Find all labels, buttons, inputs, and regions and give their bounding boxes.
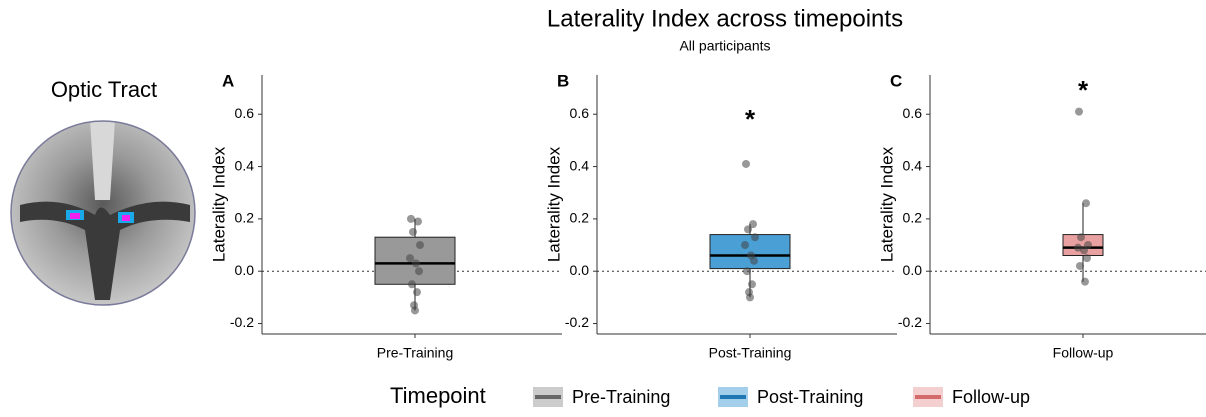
y-tick-label: 0.6 <box>903 105 923 121</box>
y-tick-label: 0.0 <box>903 262 923 278</box>
y-tick-label: -0.2 <box>230 314 254 330</box>
y-tick-label: 0.4 <box>235 157 255 173</box>
data-point <box>414 217 422 226</box>
data-point <box>750 256 758 265</box>
data-point <box>1077 233 1085 242</box>
figure-subtitle: All participants <box>679 38 770 54</box>
image-label: Optic Tract <box>51 77 157 102</box>
data-point <box>1080 246 1088 255</box>
x-tick-label: Post-Training <box>709 345 792 361</box>
y-tick-label: 0.6 <box>235 105 255 121</box>
y-tick-label: -0.2 <box>898 314 922 330</box>
significance-marker: * <box>745 104 756 134</box>
x-tick-label: Pre-Training <box>377 345 454 361</box>
y-tick-label: 0.0 <box>235 262 255 278</box>
data-point <box>1082 199 1090 208</box>
legend-label: Pre-Training <box>572 387 670 407</box>
box <box>709 234 791 270</box>
data-point <box>412 259 420 268</box>
data-point <box>1076 261 1084 270</box>
data-point <box>409 227 417 236</box>
panel-label: A <box>222 71 234 90</box>
y-tick-label: 0.2 <box>903 210 923 226</box>
y-tick-label: 0.4 <box>570 157 590 173</box>
y-axis-label: Laterality Index <box>544 146 563 262</box>
panel-label: B <box>557 71 569 90</box>
significance-marker: * <box>1078 75 1089 105</box>
brain-image <box>11 121 195 305</box>
data-point <box>416 241 424 250</box>
data-point <box>406 254 414 263</box>
data-point <box>1081 277 1089 286</box>
data-point <box>407 214 415 223</box>
data-point <box>743 267 751 276</box>
data-point <box>1074 243 1082 252</box>
data-point <box>1083 254 1091 263</box>
y-tick-label: 0.2 <box>235 210 255 226</box>
y-tick-label: 0.4 <box>903 157 923 173</box>
data-point <box>748 280 756 289</box>
y-tick-label: 0.6 <box>570 105 590 121</box>
y-tick-label: -0.2 <box>565 314 589 330</box>
y-axis-label: Laterality Index <box>877 146 896 262</box>
data-point <box>741 241 749 250</box>
data-point <box>742 159 750 168</box>
legend-label: Post-Training <box>757 387 863 407</box>
y-axis-label: Laterality Index <box>209 146 228 262</box>
y-tick-label: 0.2 <box>570 210 590 226</box>
image-border <box>10 120 196 306</box>
data-point <box>744 225 752 234</box>
data-point <box>415 267 423 276</box>
data-point <box>751 233 759 242</box>
figure-title: Laterality Index across timepoints <box>547 5 903 32</box>
data-point <box>1075 107 1083 116</box>
data-point <box>749 220 757 229</box>
data-point <box>413 288 421 297</box>
legend-title: Timepoint <box>390 383 486 408</box>
data-point <box>408 280 416 289</box>
data-point <box>411 306 419 315</box>
data-point <box>746 293 754 302</box>
x-tick-label: Follow-up <box>1053 345 1114 361</box>
y-tick-label: 0.0 <box>570 262 590 278</box>
panel-label: C <box>890 71 902 90</box>
legend-label: Follow-up <box>952 387 1030 407</box>
